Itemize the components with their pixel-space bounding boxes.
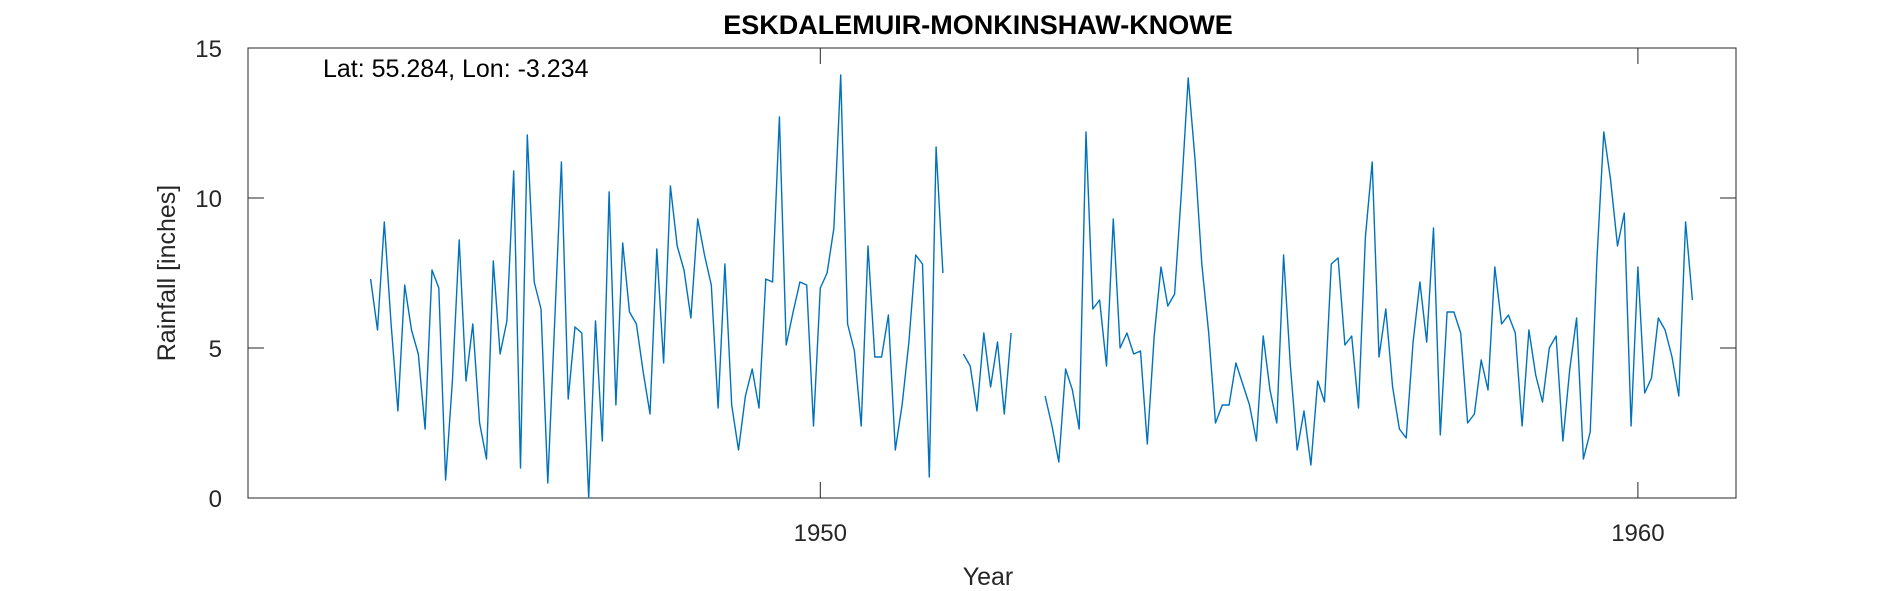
- rainfall-line-segment: [369, 74, 944, 499]
- x-tick-label: 1950: [794, 520, 847, 547]
- chart-title: ESKDALEMUIR-MONKINSHAW-KNOWE: [723, 10, 1232, 40]
- y-tick-label: 0: [209, 486, 222, 513]
- plot-box: [247, 47, 1737, 499]
- y-tick-labels: 0 5 10 15: [195, 36, 222, 513]
- location-annotation: Lat: 55.284, Lon: -3.234: [323, 55, 589, 83]
- y-axis-label: Rainfall [inches]: [153, 185, 181, 361]
- x-tick-label: 1960: [1611, 520, 1664, 547]
- x-tick-labels: 1950 1960: [794, 520, 1665, 547]
- rainfall-series: [369, 74, 1694, 499]
- y-tick-label: 10: [195, 186, 222, 213]
- plot-axes: [247, 47, 1737, 499]
- x-axis-label: Year: [963, 563, 1014, 591]
- rainfall-line-segment: [962, 332, 1012, 415]
- y-tick-label: 5: [209, 336, 222, 363]
- y-tick-label: 15: [195, 36, 222, 63]
- rainfall-line-segment: [1044, 77, 1694, 466]
